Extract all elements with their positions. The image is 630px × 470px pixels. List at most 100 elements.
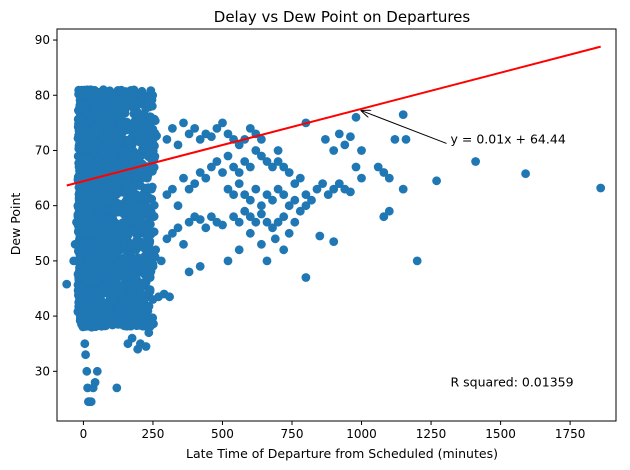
scatter-point xyxy=(95,244,105,254)
scatter-point xyxy=(134,256,144,266)
scatter-point xyxy=(131,300,141,310)
scatter-point xyxy=(212,157,222,166)
scatter-point xyxy=(114,260,124,270)
scatter-point xyxy=(295,173,305,183)
scatter-point xyxy=(301,201,311,211)
scatter-point xyxy=(390,135,400,144)
scatter-point xyxy=(107,245,116,255)
scatter-point xyxy=(97,251,107,261)
scatter-point xyxy=(149,200,159,210)
scatter-point xyxy=(234,179,244,189)
scatter-point xyxy=(351,162,361,172)
scatter-point xyxy=(334,129,344,139)
plot-frame xyxy=(56,28,617,422)
scatter-point xyxy=(340,140,350,150)
scatter-point xyxy=(257,209,266,219)
scatter-point xyxy=(125,226,135,236)
scatter-point xyxy=(184,184,194,194)
scatter-point xyxy=(223,151,233,161)
scatter-point xyxy=(113,320,123,329)
scatter-point xyxy=(251,184,261,194)
scatter-point xyxy=(384,206,394,216)
scatter-point xyxy=(262,217,272,227)
scatter-point xyxy=(112,108,122,117)
scatter-point xyxy=(80,339,90,349)
scatter-point xyxy=(471,157,480,166)
scatter-point xyxy=(162,234,172,244)
scatter-point xyxy=(95,154,104,163)
scatter-point xyxy=(90,378,100,387)
scatter-point xyxy=(143,184,153,193)
scatter-point xyxy=(184,129,194,139)
scatter-point xyxy=(151,132,161,141)
scatter-point xyxy=(262,157,272,166)
scatter-point xyxy=(81,244,91,254)
scatter-point xyxy=(195,168,205,177)
scatter-point xyxy=(251,217,261,227)
scatter-point xyxy=(80,104,89,113)
scatter-point xyxy=(596,183,606,193)
scatter-point xyxy=(346,132,355,142)
scatter-point xyxy=(111,276,120,285)
scatter-point xyxy=(137,289,147,299)
scatter-point xyxy=(201,223,211,233)
scatter-point xyxy=(110,150,119,160)
scatter-point xyxy=(521,169,530,179)
scatter-point xyxy=(144,216,154,226)
scatter-point xyxy=(129,267,138,277)
scatter-point xyxy=(268,162,277,172)
scatter-point xyxy=(279,190,289,200)
scatter-point xyxy=(79,206,88,216)
scatter-point xyxy=(234,245,244,255)
scatter-point xyxy=(84,276,94,286)
scatter-point xyxy=(207,132,216,142)
scatter-point xyxy=(98,212,107,222)
scatter-point xyxy=(262,190,272,200)
regression-line xyxy=(66,45,601,187)
scatter-point xyxy=(143,233,153,242)
scatter-point xyxy=(111,174,121,184)
scatter-point xyxy=(143,311,152,321)
scatter-point xyxy=(121,184,131,194)
scatter-point xyxy=(90,252,100,262)
scatter-point xyxy=(81,311,91,321)
scatter-point xyxy=(126,151,136,161)
scatter-point xyxy=(195,215,205,224)
x-axis-label: Late Time of Departure from Scheduled (m… xyxy=(186,446,498,461)
scatter-point xyxy=(137,280,147,289)
scatter-point xyxy=(84,300,94,310)
y-tick-label: 40 xyxy=(35,309,50,323)
scatter-point xyxy=(112,383,122,393)
scatter-point xyxy=(106,262,116,272)
scatter-point xyxy=(105,139,114,148)
scatter-point xyxy=(135,133,145,143)
scatter-point xyxy=(329,184,339,194)
scatter-point xyxy=(110,97,119,107)
scatter-point xyxy=(301,190,311,200)
scatter-point xyxy=(195,262,205,271)
scatter-point xyxy=(151,245,161,255)
scatter-point xyxy=(245,162,255,172)
scatter-point xyxy=(77,184,87,194)
y-tick-label: 30 xyxy=(35,364,50,378)
scatter-point xyxy=(257,151,266,161)
scatter-point xyxy=(136,225,146,235)
scatter-point xyxy=(273,146,283,155)
scatter-point xyxy=(273,217,283,227)
scatter-point xyxy=(127,333,137,343)
scatter-point xyxy=(62,279,72,289)
regression-equation-label: y = 0.01x + 64.44 xyxy=(451,131,566,146)
scatter-point xyxy=(126,240,136,249)
scatter-point xyxy=(257,135,266,144)
x-tick-label: 1500 xyxy=(485,427,516,441)
scatter-point xyxy=(126,284,136,293)
scatter-point xyxy=(329,146,339,155)
scatter-point xyxy=(162,135,172,144)
scatter-point xyxy=(81,350,90,360)
scatter-point xyxy=(101,271,110,280)
scatter-point xyxy=(234,140,244,150)
chart-title: Delay vs Dew Point on Departures xyxy=(214,8,471,26)
scatter-point xyxy=(184,217,194,227)
scatter-point xyxy=(79,135,89,145)
scatter-point xyxy=(119,253,129,263)
